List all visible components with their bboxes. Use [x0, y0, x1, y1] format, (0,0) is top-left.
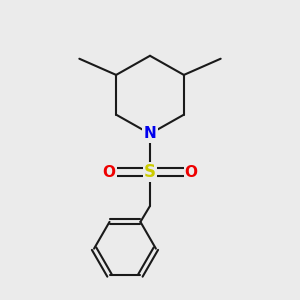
Text: N: N: [144, 126, 156, 141]
Text: O: O: [185, 165, 198, 180]
Text: O: O: [102, 165, 115, 180]
Text: S: S: [144, 163, 156, 181]
